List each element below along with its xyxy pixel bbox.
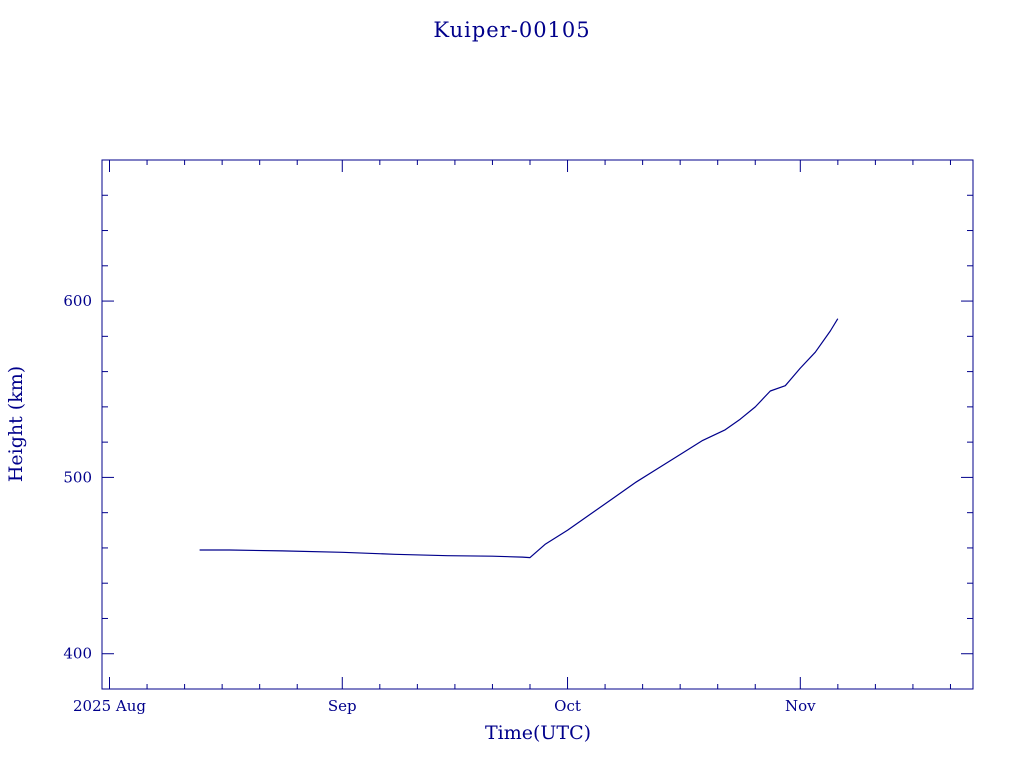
y-tick-label: 500 [63, 468, 92, 486]
x-tick-label: 2025 Aug [73, 697, 146, 715]
x-tick-label: Oct [554, 697, 581, 715]
y-tick-label: 400 [63, 645, 92, 663]
height-series-line [199, 318, 839, 559]
x-axis-label: Time(UTC) [485, 722, 591, 744]
plot-frame [101, 159, 974, 690]
chart-title: Kuiper-00105 [433, 18, 590, 42]
y-axis-label: Height (km) [5, 366, 27, 482]
x-tick-label: Nov [785, 697, 816, 715]
y-tick-labels: 400 500 600 [63, 292, 92, 663]
y-tick-label: 600 [63, 292, 92, 310]
tick-marks [102, 159, 973, 689]
x-tick-labels: 2025 Aug Sep Oct Nov [73, 697, 816, 715]
x-tick-label: Sep [328, 697, 357, 715]
